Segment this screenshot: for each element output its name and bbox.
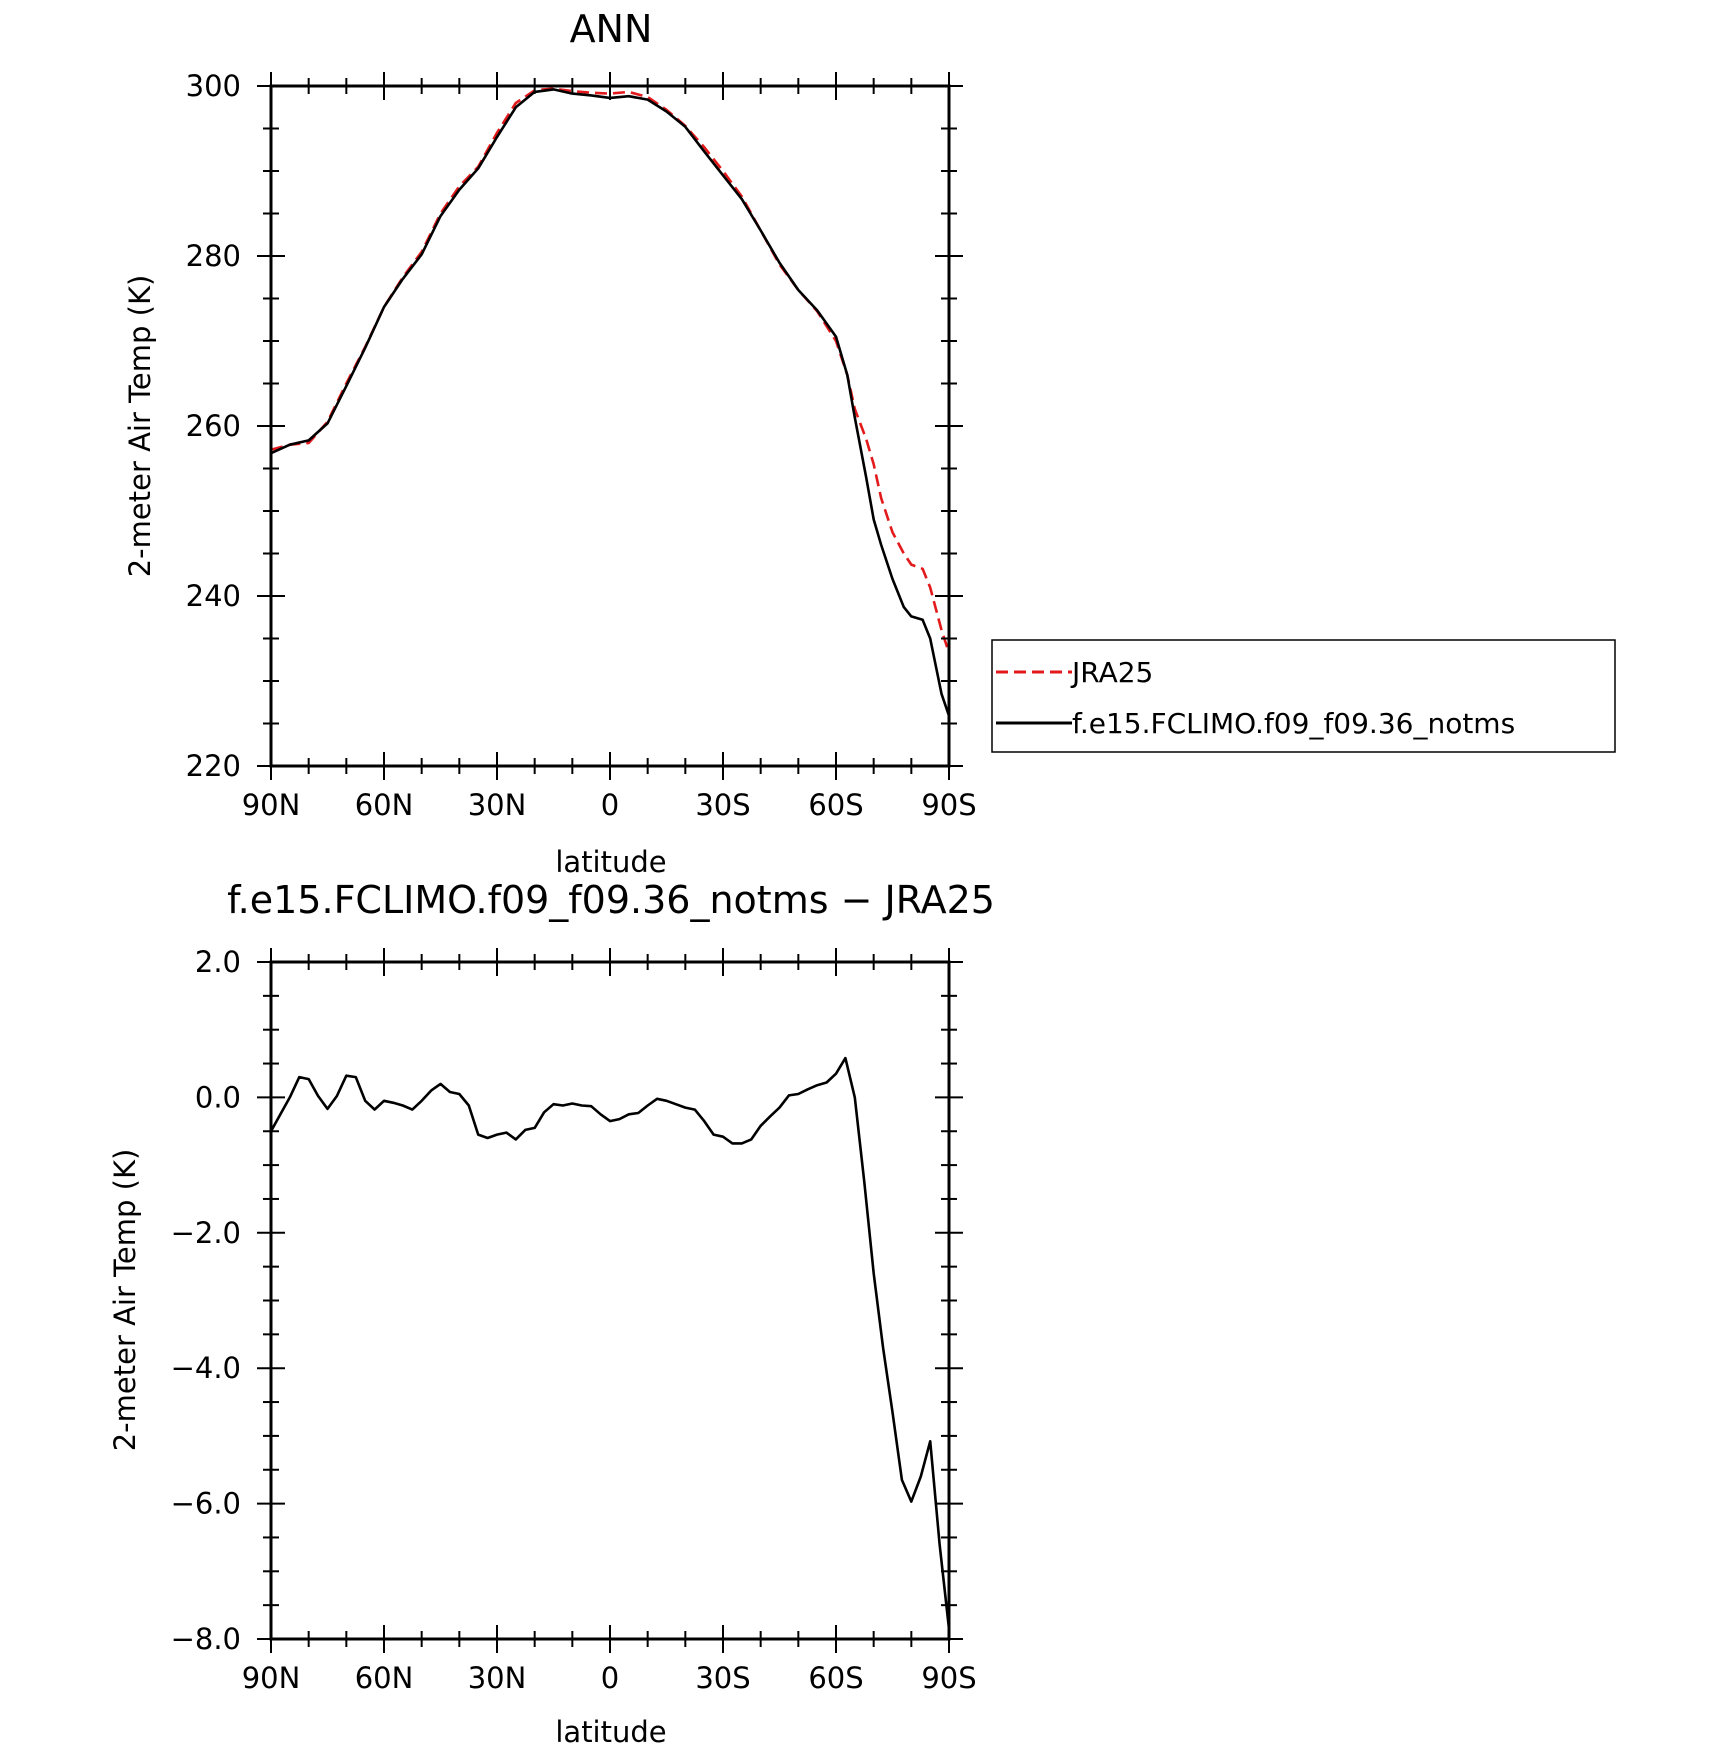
x-tick-label-30n: 30N [468,788,527,822]
y-tick-label-260: 260 [186,409,241,443]
x-tick-label-60s: 60S [808,788,863,822]
x-tick-label-60n: 60N [355,1661,414,1695]
legend-box [991,639,1616,753]
y-tick-labels: 2.0 0.0 −2.0 −4.0 −6.0 −8.0 [171,945,241,1656]
plot-frame [269,84,951,768]
x-axis-label: latitude [555,1715,666,1745]
x-tick-label-60n: 60N [355,788,414,822]
y-tick-label-0-0: 0.0 [195,1080,241,1114]
x-tick-label-90n: 90N [242,1661,301,1695]
x-tick-label-90n: 90N [242,788,301,822]
y-tick-label-2-0: 2.0 [195,945,241,979]
series-line-difference [269,1056,951,1629]
x-tick-labels: 90N 60N 30N 0 30S 60S 90S [242,788,977,822]
panel-annual-temperature: ANN 90N 60N 30N 0 30S 60S 90S 300280260240220 … [123,7,1616,879]
y-tick-label-6-0: −6.0 [171,1487,241,1521]
y-tick-label-240: 240 [186,579,241,613]
panel-temperature-difference: f.e15.FCLIMO.f09_f09.36_notms − JRA25 90… [108,878,995,1745]
y-axis-label: 2-meter Air Temp (K) [108,1149,142,1452]
x-tick-label-90s: 90S [921,788,976,822]
chart-title: ANN [570,7,653,51]
y-tick-label-300: 300 [186,69,241,103]
plot-lines [270,87,951,717]
x-tick-label-30s: 30S [695,1661,750,1695]
x-tick-label-0: 0 [601,788,619,822]
y-tick-label-220: 220 [186,749,241,783]
x-axis-label: latitude [555,845,666,879]
y-axis-label: 2-meter Air Temp (K) [123,275,157,578]
x-tick-label-60s: 60S [808,1661,863,1695]
chart-title: f.e15.FCLIMO.f09_f09.36_notms − JRA25 [227,878,995,922]
x-tick-labels: 90N 60N 30N 0 30S 60S 90S [242,1661,977,1695]
series-line-f-e15-fclimo-f09-f09-36-notms [270,88,951,717]
x-tick-label-90s: 90S [921,1661,976,1695]
y-tick-label-2-0: −2.0 [171,1216,241,1250]
y-tick-label-280: 280 [186,239,241,273]
legend-label-jra25: JRA25 [1070,656,1153,689]
x-tick-label-30n: 30N [468,1661,527,1695]
legend: JRA25 f.e15.FCLIMO.f09_f09.36_notms [991,639,1616,753]
plot-lines [269,1056,951,1629]
series-line-jra25 [270,87,951,654]
legend-label-model: f.e15.FCLIMO.f09_f09.36_notms [1072,707,1515,740]
axis-ticks [257,948,963,1653]
x-tick-label-30s: 30S [695,788,750,822]
y-tick-labels: 300 280 260 240 220 [186,69,241,783]
y-tick-label-4-0: −4.0 [171,1351,241,1385]
y-tick-label-8-0: −8.0 [171,1622,241,1656]
x-tick-label-0: 0 [601,1661,619,1695]
axis-ticks [257,72,963,780]
